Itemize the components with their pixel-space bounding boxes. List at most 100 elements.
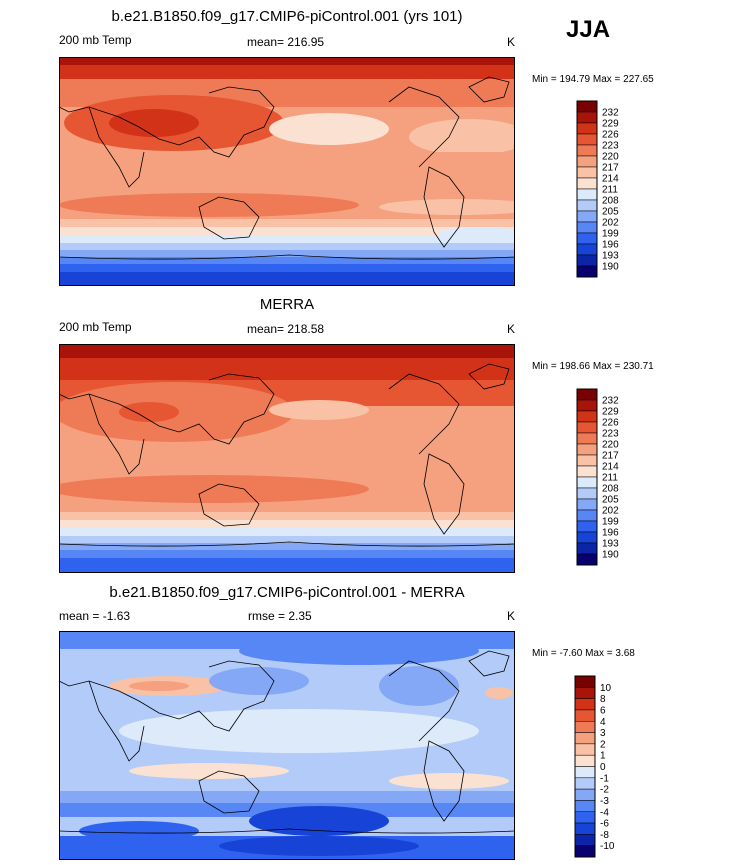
contour-fill-region [59, 558, 515, 573]
colorbar-box [576, 509, 598, 522]
contour-fill-region [59, 512, 515, 520]
panel3-units: K [507, 609, 516, 623]
panel2-title: MERRA [259, 296, 315, 313]
colorbar-tick-label: 190 [602, 550, 619, 561]
contour-fill-region [59, 272, 515, 286]
coastline [198, 770, 260, 814]
contour-fill-region [239, 637, 479, 665]
panel3-rmse-label: rmse = 2.35 [248, 609, 312, 623]
colorbar-box [576, 133, 598, 146]
colorbar-tick-label: 205 [602, 207, 619, 218]
panel2-minmax: Min = 198.66 Max = 230.71 [532, 361, 654, 372]
contour-fill-region [59, 235, 515, 243]
contour-fill-region [109, 109, 199, 137]
colorbar-box [574, 800, 596, 812]
colorbar-box [576, 410, 598, 423]
contour-fill-region [59, 250, 515, 257]
colorbar-tick-label: 10 [600, 683, 612, 694]
colorbar-box [574, 754, 596, 767]
colorbar-box [576, 432, 598, 445]
panel2-map [58, 344, 516, 573]
panel1-variable-label: 200 mb Temp [59, 33, 132, 47]
colorbar-tick-label: 223 [602, 141, 619, 152]
contour-fill-region [59, 344, 515, 573]
contour-fill-region [269, 400, 369, 420]
coastline [58, 660, 275, 732]
colorbar-tick-label: 190 [602, 262, 619, 273]
colorbar-tick-label: 1 [600, 751, 606, 762]
colorbar-tick-label: 211 [602, 185, 618, 196]
colorbar-box [574, 777, 596, 790]
contour-fill-region [59, 243, 515, 250]
colorbar-box [574, 788, 596, 801]
colorbar-tick-label: 214 [602, 462, 619, 473]
colorbar-tick-label: 208 [602, 484, 619, 495]
colorbar-frame [574, 675, 596, 858]
contour-fill-region [59, 536, 515, 543]
contour-fill-region [59, 358, 515, 380]
colorbar-tick-label: 196 [602, 528, 619, 539]
contour-fill-region [379, 666, 459, 706]
colorbar-box [576, 155, 598, 168]
colorbar-box [576, 542, 598, 555]
colorbar-box [576, 553, 598, 566]
colorbar-tick-label: -6 [600, 819, 609, 830]
colorbar-tick-label: 193 [602, 251, 619, 262]
contour-fill-region [59, 543, 515, 550]
colorbar-tick-label: -4 [600, 807, 609, 818]
colorbar-box [576, 210, 598, 223]
colorbar-frame [576, 100, 598, 278]
panel1-colorbar: 2322292262232202172142112082052021991961… [576, 100, 619, 278]
contour-fill-region [59, 631, 515, 860]
contour-fill-region [59, 219, 515, 227]
colorbar-tick-label: 217 [602, 163, 619, 174]
colorbar-box [576, 520, 598, 533]
colorbar-box [576, 100, 598, 113]
colorbar-box [576, 443, 598, 456]
coastline [388, 86, 460, 168]
colorbar-box [576, 465, 598, 478]
contour-fill-region [59, 257, 515, 264]
colorbar-box [576, 265, 598, 278]
panel1-units: K [507, 35, 516, 49]
colorbar-box [576, 399, 598, 412]
colorbar-tick-label: 199 [602, 229, 619, 240]
colorbar-box [576, 188, 598, 201]
contour-fill-region [59, 475, 369, 503]
coastline [468, 650, 510, 677]
season-label: JJA [566, 16, 611, 43]
colorbar-tick-label: -1 [600, 773, 609, 784]
coastline [198, 483, 260, 527]
colorbar-box [574, 743, 596, 756]
panel1-title: b.e21.B1850.f09_g17.CMIP6-piControl.001 … [111, 8, 463, 25]
contour-fill-region [59, 57, 515, 286]
colorbar-tick-label: 3 [600, 728, 606, 739]
panel3-minmax: Min = -7.60 Max = 3.68 [532, 648, 635, 659]
colorbar-tick-label: 196 [602, 240, 619, 251]
contour-fill-region [129, 763, 289, 779]
colorbar-box [576, 388, 598, 401]
colorbar-tick-label: 202 [602, 506, 619, 517]
contour-fill-region [59, 550, 515, 558]
coastline [58, 86, 275, 158]
coastline [88, 106, 145, 188]
colorbar-tick-label: -10 [600, 841, 615, 852]
coastline [88, 393, 145, 475]
coastline [388, 373, 460, 455]
contour-fill-region [59, 791, 515, 803]
colorbar-tick-label: 220 [602, 152, 619, 163]
coastline [58, 828, 516, 834]
coastline [388, 660, 460, 742]
coastline [468, 363, 510, 390]
coastline [423, 453, 465, 535]
contour-fill-region [269, 113, 389, 145]
coastline [423, 166, 465, 248]
colorbar-box [576, 243, 598, 256]
colorbar-box [574, 687, 596, 699]
colorbar-tick-label: -2 [600, 785, 609, 796]
panel1-minmax: Min = 194.79 Max = 227.65 [532, 74, 654, 85]
colorbar-tick-label: 4 [600, 717, 606, 728]
contour-fill-region [59, 193, 359, 217]
colorbar-tick-label: 232 [602, 396, 619, 407]
